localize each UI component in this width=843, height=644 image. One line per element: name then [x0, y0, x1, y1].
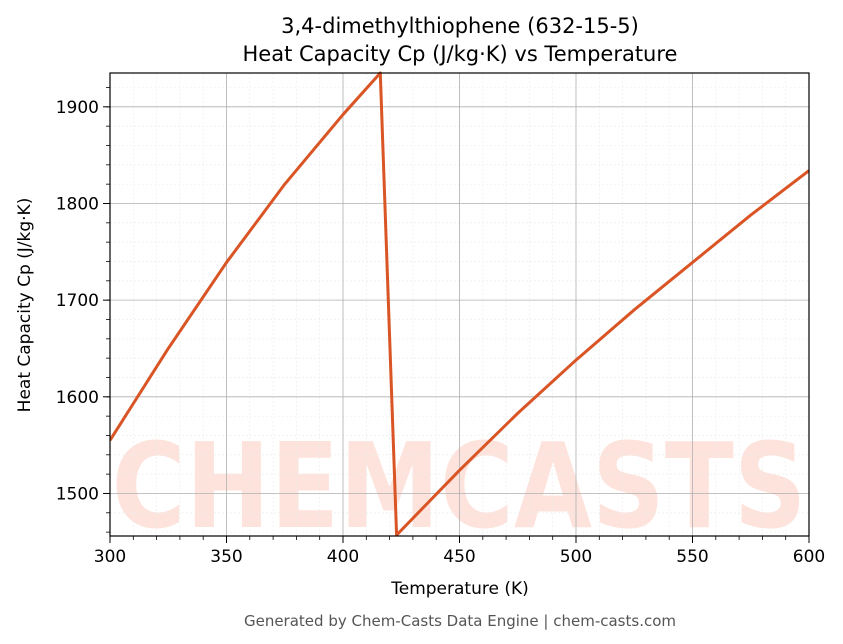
data-line	[110, 71, 809, 537]
y-tick-label: 1500	[56, 484, 99, 504]
plot-frame	[109, 72, 810, 537]
x-tick-label: 450	[443, 547, 475, 567]
chart-subtitle: Heat Capacity Cp (J/kg·K) vs Temperature	[243, 42, 678, 66]
y-tick-label: 1700	[56, 291, 99, 311]
x-axis-label: Temperature (K)	[390, 579, 529, 599]
footer: Generated by Chem-Casts Data Engine | ch…	[244, 612, 676, 630]
chart-title: 3,4-dimethylthiophene (632-15-5)	[281, 14, 639, 38]
watermark: CHEMCASTS	[112, 417, 807, 555]
x-tick-label: 350	[210, 547, 242, 567]
x-tick-label: 400	[327, 547, 359, 567]
y-tick-label: 1600	[56, 388, 99, 408]
x-tick-label: 600	[793, 547, 825, 567]
x-tick-label: 300	[94, 547, 126, 567]
y-tick-label: 1900	[56, 98, 99, 118]
x-tick-label: 500	[560, 547, 592, 567]
x-tick-label: 550	[676, 547, 708, 567]
y-axis-label: Heat Capacity Cp (J/kg·K)	[15, 198, 35, 413]
y-tick-label: 1800	[56, 194, 99, 214]
